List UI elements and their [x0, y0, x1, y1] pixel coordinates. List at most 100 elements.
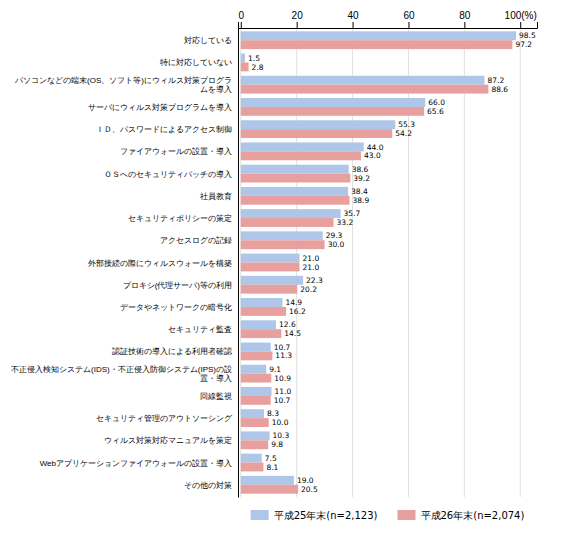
data-label: 21.0 [302, 263, 319, 272]
y-tick-label-line: セキュリティ管理のアウトソーシング [96, 414, 233, 423]
data-label: 97.2 [515, 40, 532, 49]
y-tick-label-line: アクセスログの記録 [160, 236, 232, 245]
data-label: 38.6 [352, 165, 369, 174]
series [241, 40, 513, 493]
y-tick-label-line: ムを導入 [200, 85, 232, 94]
y-tick-label-line: ウィルス対策対応マニュアルを策定 [104, 436, 232, 445]
y-tick-label-line: 社員教育 [200, 192, 232, 201]
data-label: 20.2 [300, 285, 317, 294]
y-tick-label: プロキシ(代理サーバ)等の利用 [123, 281, 232, 290]
y-tick: ファイアウォールの設置・導入 [120, 147, 238, 156]
bar [241, 387, 272, 396]
data-label: 35.7 [344, 209, 361, 218]
y-tick: サーバにウィルス対策プログラムを導入 [88, 103, 238, 112]
data-label: 8.3 [267, 409, 279, 418]
y-tick-label: Webアプリケーションファイアウォールの設置・導入 [40, 459, 232, 468]
data-label: 10.3 [273, 431, 290, 440]
bar [241, 418, 269, 427]
bar [241, 431, 270, 440]
y-tick: 特に対応していない [160, 58, 238, 67]
bar [241, 31, 516, 40]
x-tick-mark [408, 22, 409, 28]
y-tick-label: データやネットワークの暗号化 [120, 303, 232, 312]
data-label: 22.3 [306, 276, 323, 285]
legend-label: 平成25年末(n=2,123) [274, 510, 378, 521]
bar [241, 196, 350, 205]
y-tick: データやネットワークの暗号化 [120, 303, 238, 312]
legend: 平成25年末(n=2,123) 平成26年末(n=2,074) [251, 510, 525, 521]
y-tick-label: 回線監視 [200, 392, 232, 401]
data-label: 44.0 [367, 143, 384, 152]
y-tick: セキュリティポリシーの策定 [128, 214, 238, 223]
x-tick-label: 0 [239, 10, 245, 21]
bar [241, 463, 264, 472]
legend-swatch [251, 510, 269, 520]
bar [241, 263, 300, 272]
data-label: 2.8 [252, 63, 264, 72]
series [241, 31, 516, 484]
y-tick-label: 特に対応していない [160, 58, 232, 67]
chart: 020406080100(%)対応している特に対応していないパソコンなどの端末(… [0, 0, 567, 533]
y-tick-label-line: 回線監視 [200, 392, 232, 401]
y-tick-label-line: その他の対策 [184, 481, 232, 490]
y-tick-label: サーバにウィルス対策プログラムを導入 [88, 103, 232, 112]
y-tick-label: ウィルス対策対応マニュアルを策定 [104, 436, 232, 445]
x-tick-label: 40 [348, 10, 360, 21]
x-tick-label: 20 [292, 10, 304, 21]
legend-swatch [398, 510, 416, 520]
y-tick-label: ファイアウォールの設置・導入 [120, 147, 232, 156]
y-tick: アクセスログの記録 [160, 236, 238, 245]
y-tick-label: 外部接続の際にウィルスウォールを構築 [88, 259, 232, 268]
data-label: 11.0 [275, 387, 292, 396]
bar [241, 218, 334, 227]
y-tick-label-line: 置・導入 [200, 374, 232, 383]
bar [241, 129, 392, 138]
y-tick-label: セキュリティポリシーの策定 [128, 214, 232, 223]
data-label: 30.0 [328, 240, 345, 249]
bar [241, 231, 323, 240]
bar [241, 343, 271, 352]
y-tick: ウィルス対策対応マニュアルを策定 [104, 436, 238, 445]
y-tick-label-line: データやネットワークの暗号化 [120, 303, 232, 312]
x-tick-label: 80 [459, 10, 471, 21]
x-tick-mark [297, 22, 298, 28]
bar [241, 142, 364, 151]
y-tick: 不正侵入検知システム(IDS)・不正侵入防御システム(IPS)の設置・導入 [11, 365, 238, 384]
x-axis-line [239, 22, 538, 29]
data-label: 14.9 [285, 298, 302, 307]
x-tick: 40 [348, 10, 360, 28]
legend-label: 平成26年末(n=2,074) [421, 510, 525, 521]
bar [241, 276, 303, 285]
data-label: 7.5 [265, 454, 277, 463]
legend-item: 平成25年末(n=2,123) [251, 510, 378, 521]
y-tick: セキュリティ監査 [168, 325, 238, 334]
bar [241, 165, 349, 174]
bar [241, 396, 271, 405]
bar [241, 85, 489, 94]
data-label: 9.1 [269, 365, 281, 374]
data-label: 20.5 [301, 485, 318, 494]
bar [241, 98, 425, 107]
y-tick: セキュリティ管理のアウトソーシング [96, 414, 238, 423]
y-tick-label: セキュリティ監査 [168, 325, 232, 334]
y-tick-label-line: 不正侵入検知システム(IDS)・不正侵入防御システム(IPS)の設 [11, 365, 232, 374]
data-label: 43.0 [364, 151, 381, 160]
y-tick-label: セキュリティ管理のアウトソーシング [96, 414, 233, 423]
data-label: 55.3 [398, 120, 415, 129]
grid-line [464, 28, 465, 497]
data-label: 98.5 [519, 31, 536, 40]
y-tick-label-line: ＯＳへのセキュリティパッチの導入 [104, 170, 232, 179]
bar [241, 374, 271, 383]
y-tick: 外部接続の際にウィルスウォールを構築 [88, 259, 238, 268]
y-tick-label-line: 対応している [184, 36, 232, 45]
bar [241, 409, 264, 418]
y-tick: ＯＳへのセキュリティパッチの導入 [104, 170, 238, 179]
x-tick: 20 [292, 10, 304, 28]
y-tick: 回線監視 [200, 392, 238, 401]
data-label: 54.2 [395, 129, 412, 138]
data-label: 38.4 [351, 187, 368, 196]
bar [241, 54, 245, 63]
y-tick: その他の対策 [184, 481, 238, 490]
bar [241, 440, 268, 449]
bar [241, 298, 283, 307]
